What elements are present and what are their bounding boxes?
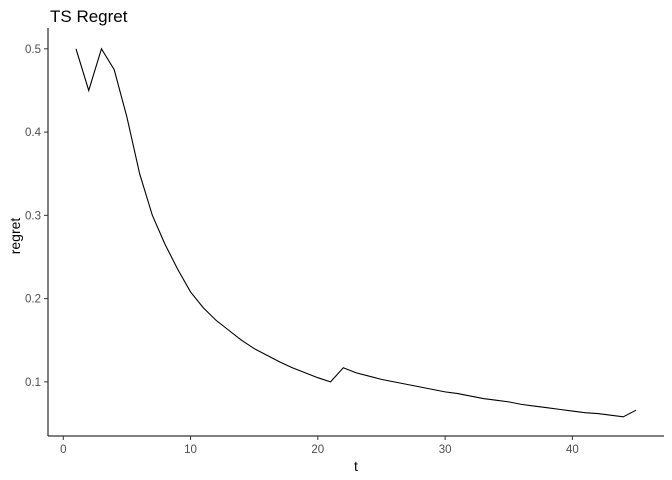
y-tick-label: 0.3 <box>25 210 41 222</box>
x-tick-label: 40 <box>566 444 579 456</box>
x-axis-ticks: 0 10 20 30 40 <box>60 436 579 456</box>
y-tick-label: 0.1 <box>25 377 41 389</box>
y-axis-label: regret <box>7 218 23 255</box>
chart-title: TS Regret <box>50 7 128 26</box>
y-tick-label: 0.2 <box>25 294 41 306</box>
y-axis-ticks: 0.1 0.2 0.3 0.4 0.5 <box>25 44 48 389</box>
x-tick-label: 30 <box>439 444 452 456</box>
x-axis-label: t <box>354 458 358 474</box>
y-tick-label: 0.4 <box>25 127 42 139</box>
x-tick-label: 0 <box>60 444 66 456</box>
x-tick-label: 20 <box>311 444 324 456</box>
y-tick-label: 0.5 <box>25 44 41 56</box>
plot-area: 0 10 20 30 40 0.1 0.2 0.3 0.4 0.5 <box>25 28 664 456</box>
regret-series-line <box>75 47 637 418</box>
x-tick-label: 10 <box>184 444 197 456</box>
